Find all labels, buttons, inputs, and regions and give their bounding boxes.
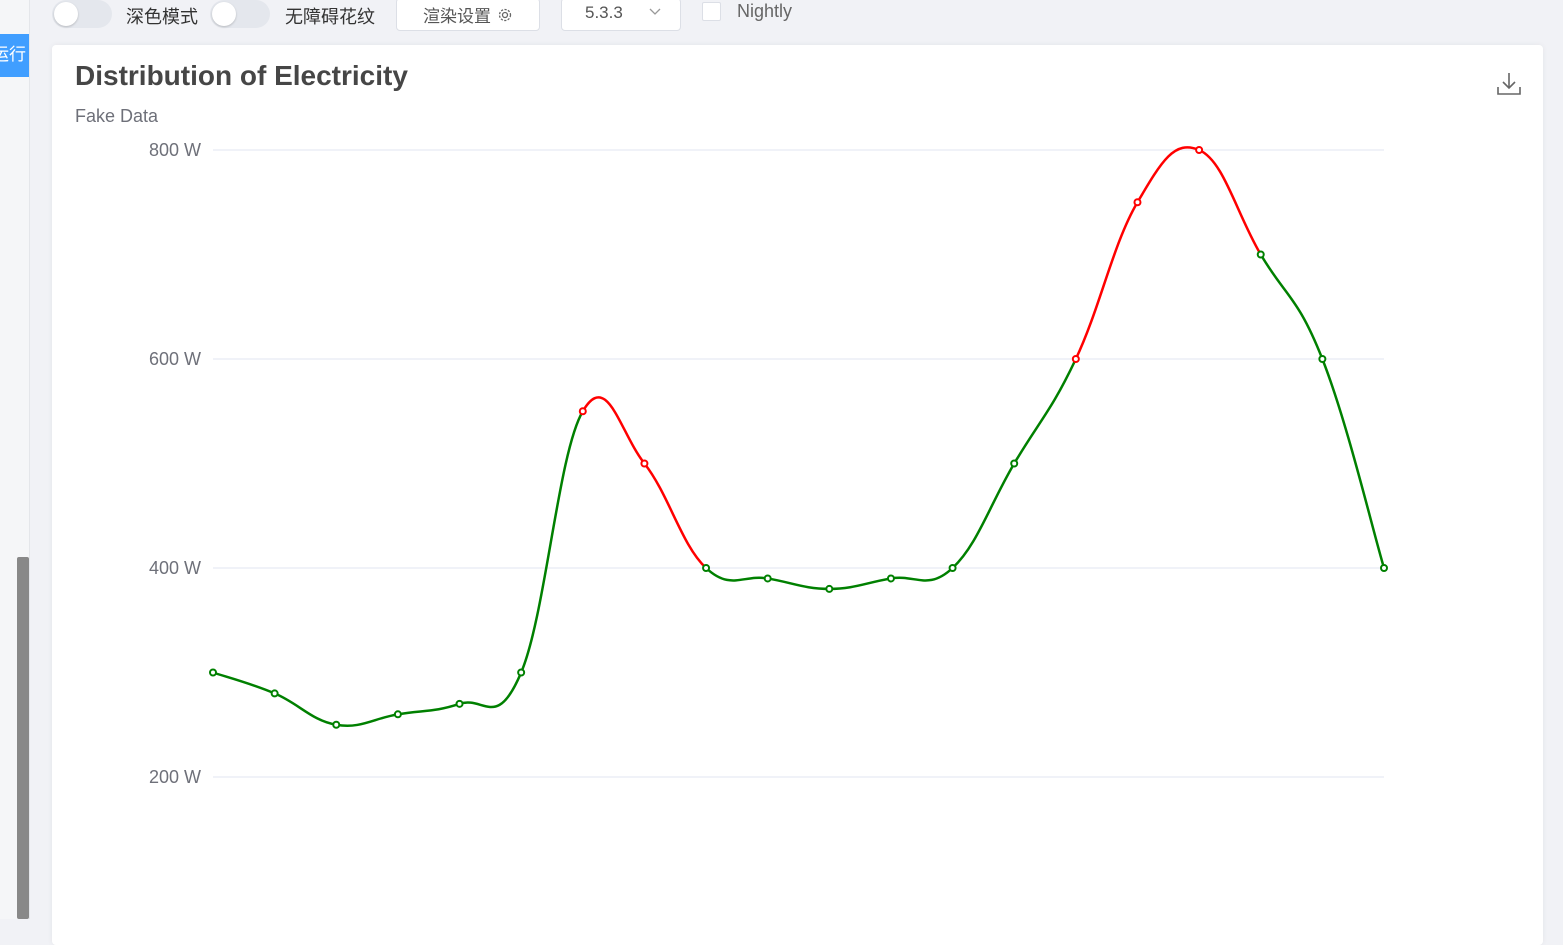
series-line-segment	[1013, 358, 1077, 465]
chevron-down-icon	[649, 8, 661, 15]
series-line-segment	[520, 410, 584, 673]
data-point[interactable]	[825, 584, 834, 593]
data-point[interactable]	[640, 459, 649, 468]
series-line-segment	[705, 567, 768, 582]
y-tick-label: 400 W	[149, 558, 201, 578]
data-point[interactable]	[1133, 198, 1142, 207]
series-line-segment	[1136, 146, 1200, 203]
download-icon[interactable]	[1496, 71, 1522, 97]
data-point[interactable]	[763, 574, 772, 583]
data-point[interactable]	[578, 407, 587, 416]
data-point[interactable]	[455, 699, 464, 708]
line-chart: 200 W 400 W 600 W 800 W	[149, 140, 1388, 787]
y-tick-label: 800 W	[149, 140, 201, 160]
series-line-segment	[336, 713, 399, 727]
series-line-segment	[1259, 253, 1324, 360]
toggle-knob	[54, 2, 78, 26]
chart-subtitle: Fake Data	[75, 106, 159, 126]
version-value: 5.3.3	[585, 3, 623, 22]
series-line-segment	[274, 692, 337, 726]
data-point[interactable]	[1010, 459, 1019, 468]
data-point[interactable]	[1256, 250, 1265, 259]
nightly-label: Nightly	[737, 1, 793, 21]
data-point[interactable]	[1071, 355, 1080, 363]
series-line-segment	[890, 567, 954, 582]
accessibility-pattern-label: 无障碍花纹	[285, 7, 375, 28]
series-line-segment	[767, 577, 830, 591]
scrollbar[interactable]	[17, 557, 29, 919]
y-tick-label: 600 W	[149, 349, 201, 369]
data-point[interactable]	[1195, 146, 1204, 154]
nightly-checkbox[interactable]	[702, 2, 721, 21]
data-point[interactable]	[702, 564, 711, 572]
data-point[interactable]	[209, 668, 217, 677]
data-point[interactable]	[1318, 355, 1327, 363]
render-settings-button[interactable]: 渲染设置	[396, 0, 540, 31]
series-line-segment	[581, 396, 646, 465]
data-point[interactable]	[393, 710, 402, 719]
y-tick-label: 200 W	[149, 767, 201, 787]
dark-mode-label: 深色模式	[126, 7, 198, 28]
series-line-segment	[397, 702, 460, 716]
accessibility-pattern-toggle[interactable]	[210, 0, 270, 28]
series-line-segment	[1074, 201, 1139, 360]
series-line-segment	[212, 671, 276, 695]
toggle-knob	[212, 2, 236, 26]
data-point[interactable]	[1380, 564, 1388, 572]
dark-mode-toggle[interactable]	[52, 0, 112, 28]
series-line-segment	[829, 577, 892, 591]
series-line-segment	[643, 462, 707, 569]
series-line-segment	[459, 672, 523, 709]
run-button[interactable]: 运行	[0, 34, 29, 77]
version-select[interactable]: 5.3.3	[561, 0, 681, 31]
data-point[interactable]	[886, 574, 895, 583]
gear-icon	[498, 8, 512, 21]
render-settings-label: 渲染设置	[423, 7, 491, 27]
series-line-segment	[1198, 148, 1262, 256]
chart-title: Distribution of Electricity	[75, 60, 408, 91]
data-point[interactable]	[948, 564, 957, 572]
left-sidebar: 运行	[0, 0, 30, 919]
data-point[interactable]	[517, 668, 526, 677]
toolbar: 深色模式 无障碍花纹 渲染设置 5.3.3 Nightly	[52, 0, 1563, 31]
series-line-segment	[1321, 358, 1386, 569]
data-point[interactable]	[270, 689, 279, 698]
chart-card: Distribution of Electricity Fake Data 20…	[52, 45, 1543, 945]
data-point[interactable]	[332, 720, 341, 729]
series-line-segment	[951, 462, 1016, 569]
